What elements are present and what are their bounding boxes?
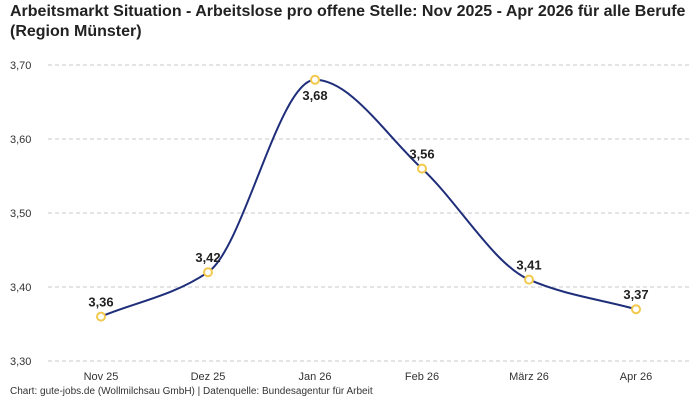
data-label: 3,42 <box>195 250 220 265</box>
x-tick-label: März 26 <box>509 371 549 383</box>
data-point <box>524 274 534 285</box>
data-point <box>417 163 427 174</box>
data-point <box>310 74 320 85</box>
data-label: 3,56 <box>409 147 434 162</box>
x-tick-label: Feb 26 <box>405 371 439 383</box>
data-label: 3,41 <box>516 258 541 273</box>
x-tick-label: Apr 26 <box>620 371 652 383</box>
data-point <box>203 267 213 278</box>
y-tick-label: 3,70 <box>10 60 31 72</box>
series-line <box>100 78 637 318</box>
data-label: 3,68 <box>302 88 327 103</box>
chart-title: Arbeitsmarkt Situation - Arbeitslose pro… <box>10 3 686 40</box>
y-tick-label: 3,60 <box>10 134 31 146</box>
x-tick-label: Dez 25 <box>191 371 226 383</box>
y-tick-label: 3,40 <box>10 282 31 294</box>
x-tick-label: Nov 25 <box>84 371 119 383</box>
data-point <box>96 311 106 322</box>
y-tick-label: 3,30 <box>10 356 31 368</box>
chart-source-footer: Chart: gute-jobs.de (Wollmilchsau GmbH) … <box>10 386 373 397</box>
y-tick-label: 3,50 <box>10 208 31 220</box>
x-tick-label: Jan 26 <box>298 371 331 383</box>
data-label: 3,36 <box>88 295 113 310</box>
data-label: 3,37 <box>623 287 648 302</box>
data-point <box>631 304 641 315</box>
